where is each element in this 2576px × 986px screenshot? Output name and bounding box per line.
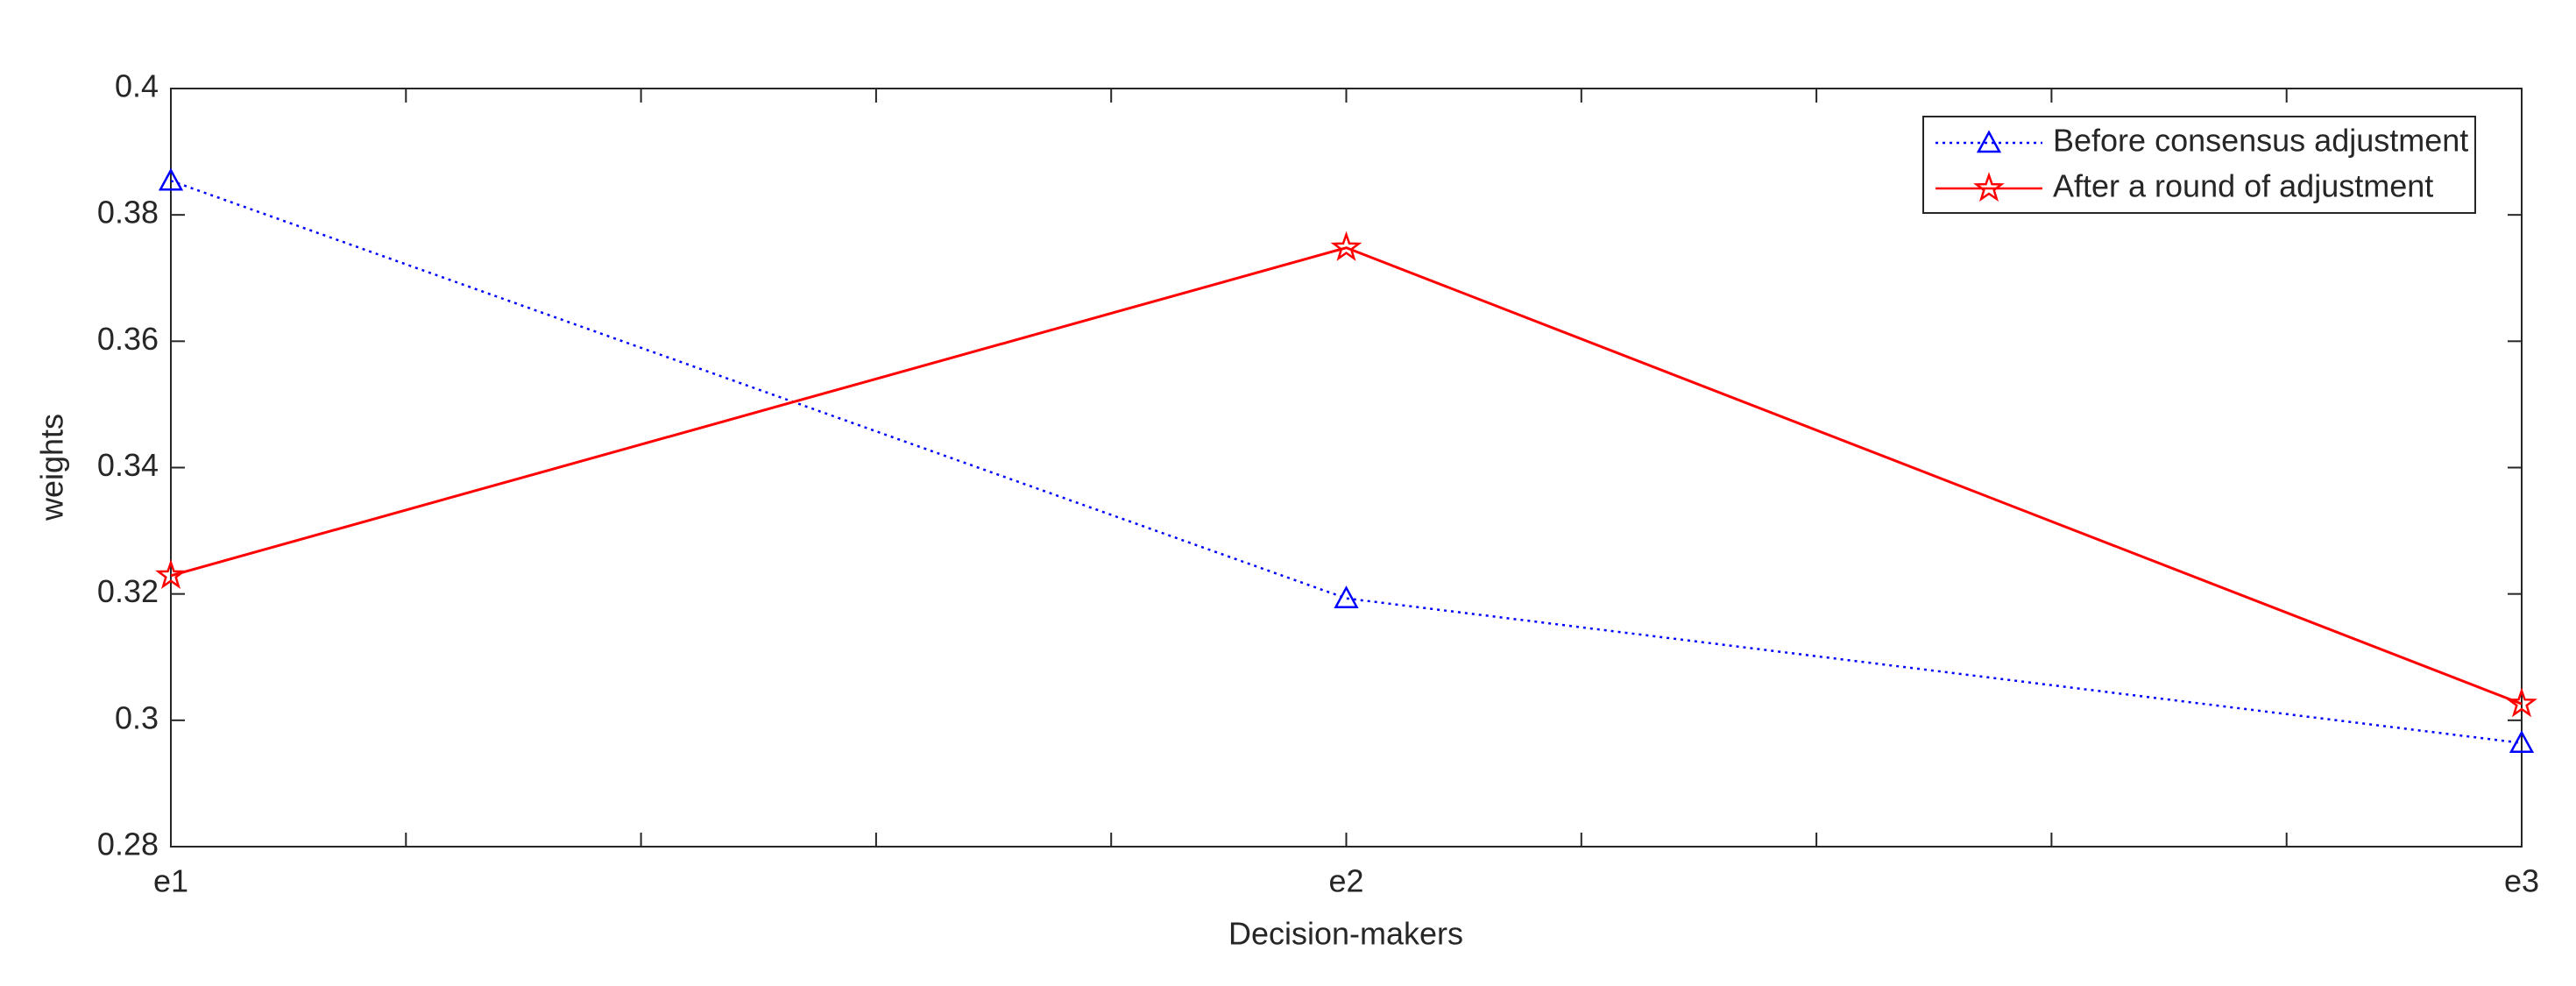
marker xyxy=(2506,687,2537,718)
y-tick-label: 0.38 xyxy=(97,195,159,231)
y-tick-label: 0.4 xyxy=(115,68,159,104)
x-tick-label: e1 xyxy=(153,863,188,899)
marker xyxy=(155,558,187,589)
y-tick-label: 0.34 xyxy=(97,447,159,483)
y-axis-label: weights xyxy=(34,414,70,521)
series-line xyxy=(170,246,2523,706)
y-tick-label: 0.36 xyxy=(97,321,159,357)
y-tick-label: 0.32 xyxy=(97,573,159,609)
marker xyxy=(1976,130,2002,153)
legend-box xyxy=(1922,116,2476,214)
x-tick-label: e3 xyxy=(2504,863,2539,899)
marker xyxy=(2509,730,2535,754)
x-tick-label: e2 xyxy=(1328,863,1363,899)
marker xyxy=(1334,585,1359,608)
legend-label: Before consensus adjustment xyxy=(2053,123,2468,159)
x-axis-label: Decision-makers xyxy=(1228,916,1463,952)
marker xyxy=(158,167,184,191)
marker xyxy=(1973,172,2005,202)
legend-label: After a round of adjustment xyxy=(2053,168,2433,204)
y-tick-label: 0.3 xyxy=(115,699,159,735)
y-tick-label: 0.28 xyxy=(97,826,159,862)
series-line xyxy=(170,180,2523,745)
marker xyxy=(1330,231,1362,261)
